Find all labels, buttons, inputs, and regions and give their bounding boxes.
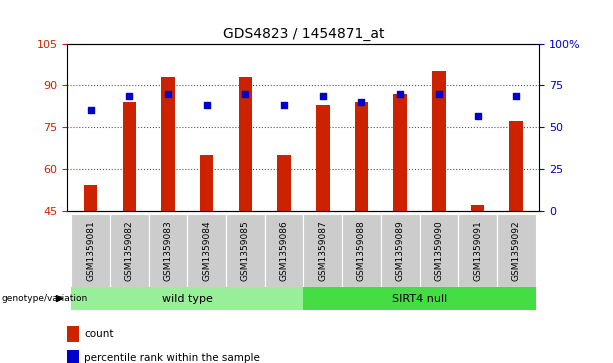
Bar	[67, 350, 79, 363]
Text: GSM1359086: GSM1359086	[280, 220, 289, 281]
Bar	[149, 214, 188, 287]
Point	[395, 91, 405, 97]
Bar	[342, 214, 381, 287]
Bar	[355, 102, 368, 211]
Bar	[71, 287, 303, 310]
Bar	[303, 287, 536, 310]
Text: GSM1359085: GSM1359085	[241, 220, 250, 281]
Text: GSM1359091: GSM1359091	[473, 220, 482, 281]
Bar	[303, 214, 342, 287]
Point	[318, 94, 328, 99]
Text: SIRT4 null: SIRT4 null	[392, 294, 447, 303]
Text: GSM1359084: GSM1359084	[202, 220, 211, 281]
Title: GDS4823 / 1454871_at: GDS4823 / 1454871_at	[223, 27, 384, 41]
Bar	[497, 214, 536, 287]
Bar	[123, 102, 136, 211]
Bar	[84, 185, 97, 211]
Bar	[381, 214, 419, 287]
Bar	[419, 214, 458, 287]
Text: wild type: wild type	[162, 294, 213, 303]
Text: GSM1359087: GSM1359087	[318, 220, 327, 281]
Point	[357, 99, 367, 105]
Bar	[394, 94, 407, 211]
Text: count: count	[84, 329, 113, 339]
Text: GSM1359092: GSM1359092	[512, 220, 520, 281]
Point	[279, 102, 289, 108]
Point	[511, 94, 521, 99]
Bar	[432, 72, 446, 211]
Bar	[226, 214, 265, 287]
Bar	[71, 214, 110, 287]
Text: GSM1359090: GSM1359090	[435, 220, 443, 281]
Bar	[161, 77, 175, 211]
Bar	[509, 122, 523, 211]
Point	[202, 102, 211, 108]
Point	[240, 91, 250, 97]
Text: GSM1359082: GSM1359082	[125, 220, 134, 281]
Bar	[238, 77, 252, 211]
Text: genotype/variation: genotype/variation	[1, 294, 88, 303]
Text: GSM1359088: GSM1359088	[357, 220, 366, 281]
Text: GSM1359081: GSM1359081	[86, 220, 95, 281]
Bar	[471, 205, 484, 211]
Bar	[277, 155, 291, 211]
Text: GSM1359083: GSM1359083	[164, 220, 172, 281]
Bar	[265, 214, 303, 287]
Text: percentile rank within the sample: percentile rank within the sample	[84, 354, 260, 363]
Bar	[316, 105, 330, 211]
Point	[473, 113, 482, 119]
Point	[124, 94, 134, 99]
Bar	[110, 214, 149, 287]
Point	[163, 91, 173, 97]
Bar	[200, 155, 213, 211]
Text: GSM1359089: GSM1359089	[395, 220, 405, 281]
Point	[86, 107, 96, 113]
Bar	[188, 214, 226, 287]
Point	[434, 91, 444, 97]
Bar	[67, 326, 79, 342]
Bar	[458, 214, 497, 287]
